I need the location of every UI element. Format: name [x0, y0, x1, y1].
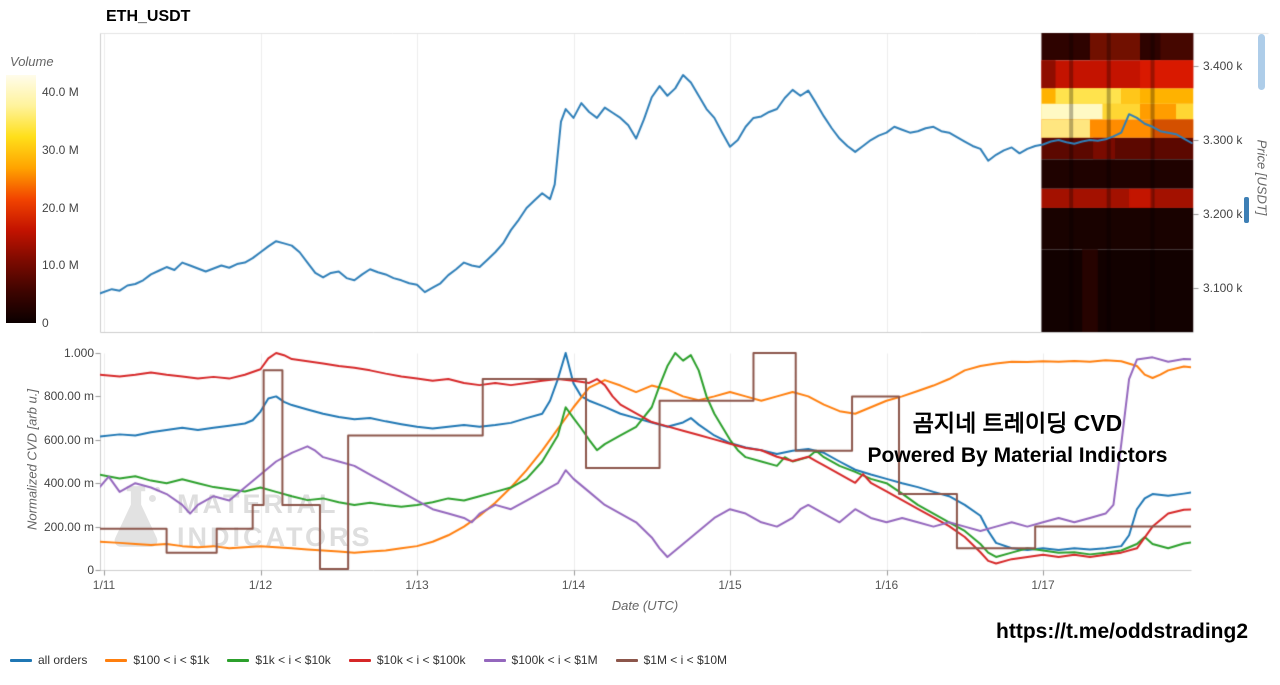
legend-swatch [483, 658, 506, 662]
legend-swatch [348, 658, 371, 662]
legend-label: $1k < i < $10k [255, 653, 331, 667]
legend-item[interactable]: $100 < i < $1k [105, 653, 209, 667]
legend-label: $1M < i < $10M [643, 653, 727, 667]
overlay-caption-korean: 곰지네 트레이딩 CVD [912, 410, 1123, 436]
legend-label: all orders [38, 653, 88, 667]
price-tick-label: 3.200 k [1203, 206, 1243, 221]
current-price-marker[interactable] [1244, 197, 1249, 223]
chart-legend: all orders $100 < i < $1k $1k < i < $10k $1… [10, 653, 727, 667]
volume-tick-label: 40.0 M [42, 85, 79, 100]
price-tick-label: 3.300 k [1203, 133, 1243, 148]
legend-swatch [10, 658, 32, 662]
price-axis-scrollbar[interactable] [1258, 34, 1265, 90]
overlay-caption-powered-by: Powered By Material Indictors [867, 444, 1168, 467]
legend-item[interactable]: $1M < i < $10M [615, 653, 727, 667]
volume-tick-label: 0 [42, 316, 49, 330]
date-tick-label: 1/13 [405, 578, 429, 592]
date-tick-label: 1/14 [561, 578, 586, 592]
date-tick-label: 1/17 [1031, 578, 1055, 592]
volume-colorbar [6, 75, 36, 323]
cvd-tick-label: 0 [87, 563, 94, 577]
telegram-link-text: https://t.me/oddstrading2 [996, 620, 1248, 643]
volume-tick-label: 20.0 M [42, 200, 79, 215]
cvd-axis-title: Normalized CVD [arb u.] [24, 389, 40, 530]
volume-tick-label: 30.0 M [42, 142, 79, 157]
cvd-tick-label: 600.00 m [43, 432, 94, 447]
date-tick-label: 1/16 [874, 578, 899, 592]
date-axis-title: Date (UTC) [611, 598, 679, 613]
cvd-tick-label: 400.00 m [43, 476, 94, 491]
volume-colorbar-title: Volume [10, 54, 54, 69]
legend-swatch [227, 658, 250, 662]
legend-item[interactable]: $100k < i < $1M [483, 653, 598, 667]
date-tick-label: 1/15 [718, 578, 742, 592]
legend-swatch [615, 658, 638, 662]
date-tick-label: 1/11 [92, 578, 116, 592]
legend-swatch [105, 658, 128, 662]
overlay-caption: 곰지네 트레이딩 CVD Powered By Material Indicto… [825, 404, 1210, 468]
legend-item[interactable]: $10k < i < $100k [348, 653, 466, 667]
legend-label: $100 < i < $1k [133, 653, 210, 667]
cvd-tick-label: 1.000 [63, 346, 94, 360]
legend-label: $100k < i < $1M [511, 653, 598, 667]
price-tick-label: 3.100 k [1203, 280, 1243, 295]
volume-tick-label: 10.0 M [42, 258, 79, 273]
legend-label: $10k < i < $100k [376, 653, 466, 667]
price-tick-label: 3.400 k [1203, 59, 1243, 74]
price-axis-title: Price [USDT] [1254, 139, 1270, 216]
legend-item[interactable]: all orders [10, 653, 87, 667]
page-title: ETH_USDT [106, 8, 191, 25]
legend-item[interactable]: $1k < i < $10k [227, 653, 331, 667]
cvd-tick-label: 800.00 m [43, 389, 94, 404]
cvd-tick-label: 200.00 m [43, 519, 94, 534]
date-tick-label: 1/12 [248, 578, 273, 592]
